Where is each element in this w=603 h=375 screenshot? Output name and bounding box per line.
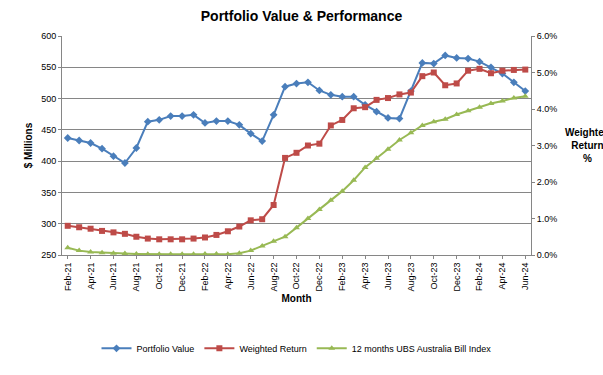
svg-text:Apr-23: Apr-23 — [360, 263, 370, 290]
svg-text:3.0%: 3.0% — [537, 141, 558, 151]
svg-text:Apr-24: Apr-24 — [497, 263, 507, 290]
svg-text:Oct-21: Oct-21 — [154, 263, 164, 290]
svg-text:$ Millions: $ Millions — [23, 122, 34, 168]
svg-text:6.0%: 6.0% — [537, 31, 558, 41]
svg-text:Jun-22: Jun-22 — [246, 263, 256, 291]
svg-text:Oct-22: Oct-22 — [291, 263, 301, 290]
svg-text:Apr-21: Apr-21 — [86, 263, 96, 290]
svg-text:5.0%: 5.0% — [537, 68, 558, 78]
svg-text:Feb-24: Feb-24 — [474, 263, 484, 292]
svg-text:250: 250 — [41, 250, 56, 260]
svg-text:300: 300 — [41, 219, 56, 229]
svg-text:350: 350 — [41, 188, 56, 198]
svg-text:Apr-22: Apr-22 — [223, 263, 233, 290]
svg-text:Aug-22: Aug-22 — [269, 263, 279, 292]
svg-text:600: 600 — [41, 31, 56, 41]
svg-text:1.0%: 1.0% — [537, 214, 558, 224]
svg-text:550: 550 — [41, 62, 56, 72]
svg-text:Dec-23: Dec-23 — [452, 263, 462, 292]
svg-text:Dec-21: Dec-21 — [177, 263, 187, 292]
svg-text:Portfolio Value & Performance: Portfolio Value & Performance — [201, 8, 403, 24]
svg-text:Aug-21: Aug-21 — [131, 263, 141, 292]
svg-text:Jun-21: Jun-21 — [108, 263, 118, 291]
svg-text:400: 400 — [41, 156, 56, 166]
svg-text:4.0%: 4.0% — [537, 104, 558, 114]
svg-text:Feb-23: Feb-23 — [337, 263, 347, 292]
svg-text:Portfolio Value: Portfolio Value — [137, 344, 195, 354]
svg-text:500: 500 — [41, 94, 56, 104]
svg-text:Feb-21: Feb-21 — [63, 263, 73, 292]
svg-text:Feb-22: Feb-22 — [200, 263, 210, 292]
svg-text:0.0%: 0.0% — [537, 250, 558, 260]
svg-text:Jun-23: Jun-23 — [383, 263, 393, 291]
svg-text:Month: Month — [282, 293, 312, 304]
svg-text:Weighted Return: Weighted Return — [239, 344, 306, 354]
svg-text:WeightedReturn%: WeightedReturn% — [565, 127, 603, 164]
svg-text:Dec-22: Dec-22 — [314, 263, 324, 292]
svg-text:450: 450 — [41, 125, 56, 135]
svg-text:Oct-23: Oct-23 — [429, 263, 439, 290]
svg-text:12 months UBS Australia Bill I: 12 months UBS Australia Bill Index — [352, 344, 492, 354]
svg-text:Aug-23: Aug-23 — [406, 263, 416, 292]
svg-text:Jun-24: Jun-24 — [520, 263, 530, 291]
svg-text:2.0%: 2.0% — [537, 177, 558, 187]
